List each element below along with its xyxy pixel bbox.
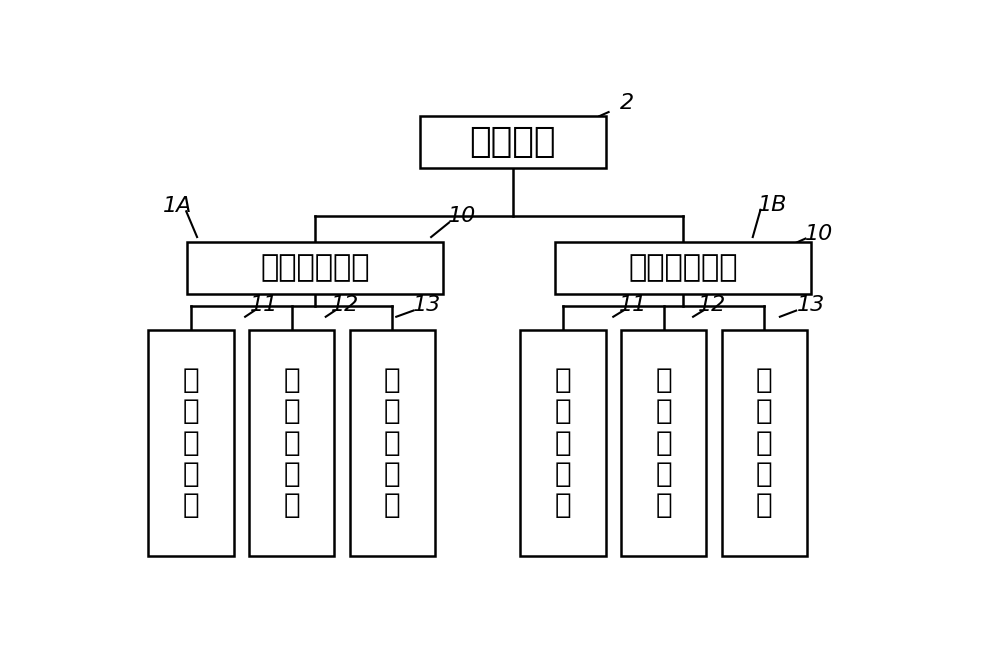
Text: 计算模块: 计算模块 <box>469 125 556 159</box>
Text: 12: 12 <box>698 295 727 315</box>
Text: 10: 10 <box>448 206 476 226</box>
Bar <box>148 329 234 556</box>
Bar <box>350 329 435 556</box>
Bar <box>420 116 606 168</box>
Text: 流
量
传
感
器: 流 量 传 感 器 <box>756 366 773 520</box>
Text: 压
力
传
感
器: 压 力 传 感 器 <box>183 366 199 520</box>
Bar <box>520 329 606 556</box>
Text: 11: 11 <box>250 295 279 315</box>
Bar <box>722 329 807 556</box>
Text: 数据采集单元: 数据采集单元 <box>628 253 738 283</box>
Bar <box>621 329 706 556</box>
Text: 12: 12 <box>331 295 359 315</box>
Text: 13: 13 <box>797 295 825 315</box>
Text: 温
度
传
感
器: 温 度 传 感 器 <box>283 366 300 520</box>
Text: 1A: 1A <box>163 196 192 216</box>
Text: 2: 2 <box>620 94 634 114</box>
Bar <box>249 329 334 556</box>
Text: 压
力
传
感
器: 压 力 传 感 器 <box>555 366 571 520</box>
Text: 数据采集单元: 数据采集单元 <box>260 253 370 283</box>
Text: 11: 11 <box>618 295 647 315</box>
Text: 13: 13 <box>413 295 441 315</box>
Bar <box>187 242 443 294</box>
Text: 10: 10 <box>804 224 833 244</box>
Text: 流
量
传
感
器: 流 量 传 感 器 <box>384 366 401 520</box>
Text: 1B: 1B <box>757 194 787 214</box>
Bar <box>555 242 811 294</box>
Text: 温
度
传
感
器: 温 度 传 感 器 <box>655 366 672 520</box>
